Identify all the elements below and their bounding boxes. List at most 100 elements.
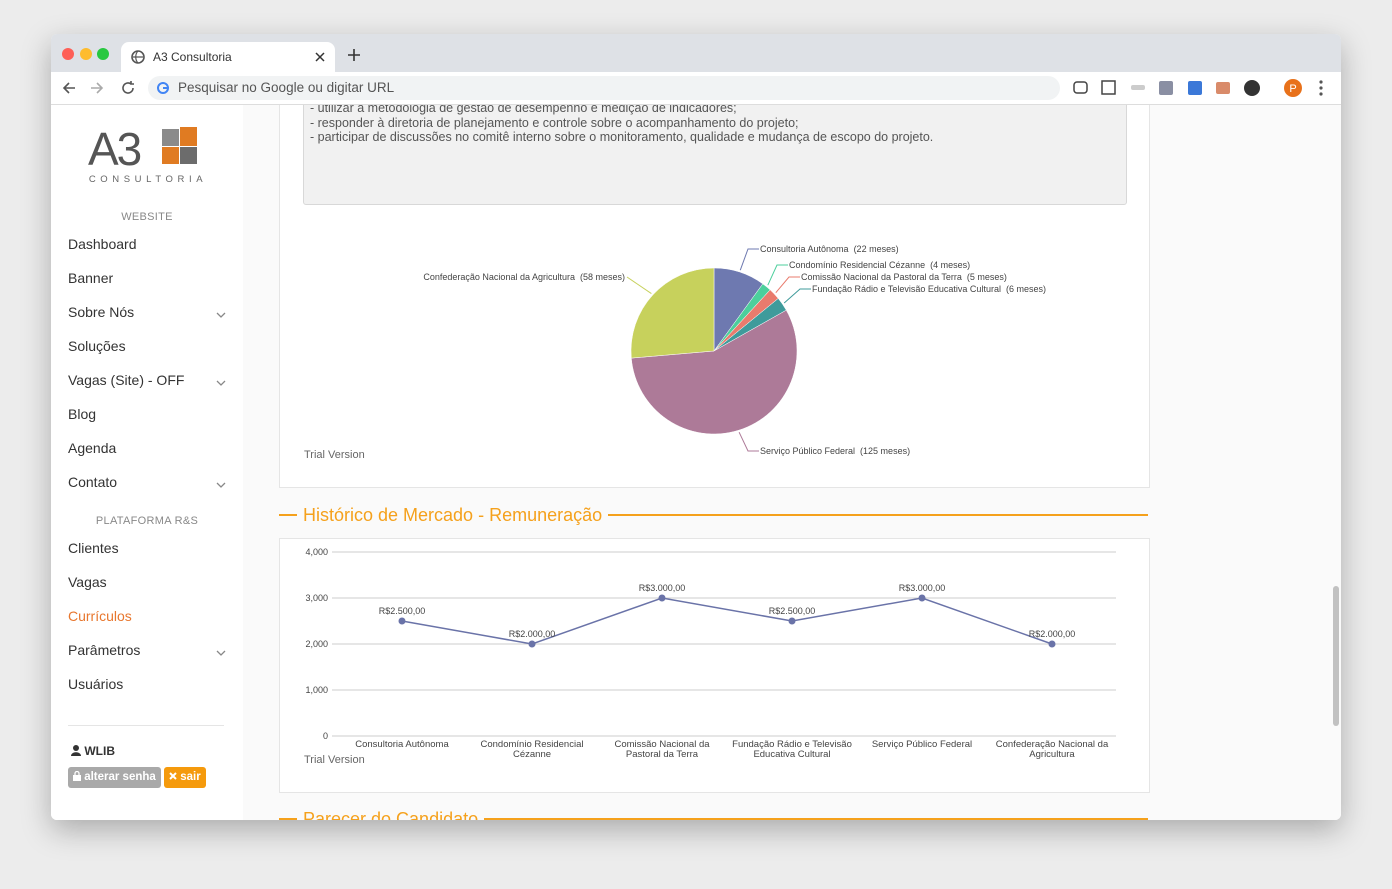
data-point [918, 594, 926, 602]
heading-rule [484, 818, 1148, 820]
screenshot-icon[interactable] [1101, 80, 1116, 95]
menu-item[interactable]: Blog [68, 406, 97, 422]
data-label: R$3.000,00 [899, 583, 946, 593]
textarea-line: - participar de discussões no comitê int… [310, 130, 934, 144]
value-label: (4 meses) [930, 260, 970, 270]
extension-icons: P [1073, 79, 1323, 97]
window-controls [62, 48, 109, 60]
change-password-button[interactable]: alterar senha [68, 767, 161, 788]
heading-rule [608, 514, 1148, 516]
chevron [216, 380, 226, 386]
menu-item[interactable]: Agenda [68, 440, 117, 456]
maximize-button[interactable] [97, 48, 109, 60]
menu-item[interactable]: Dashboard [68, 236, 137, 252]
pocket-icon[interactable] [1073, 81, 1088, 94]
lock-icon [73, 770, 81, 781]
logout-button[interactable]: sair [164, 767, 206, 788]
minimize-button[interactable] [80, 48, 92, 60]
category-name: Serviço Público Federal [760, 446, 855, 456]
menu-section-title: PLATAFORMA R&S [95, 515, 199, 527]
close-button[interactable] [62, 48, 74, 60]
tab[interactable]: A3 Consultoria [121, 42, 335, 72]
value-label: (58 meses) [580, 272, 625, 282]
value-label: (125 meses) [860, 446, 910, 456]
forward-button[interactable] [91, 82, 104, 94]
pie-label: Fundação Rádio e Televisão Educativa Cul… [812, 284, 1046, 294]
ext-icon[interactable] [1188, 81, 1202, 95]
menu-item[interactable]: Clientes [68, 540, 119, 556]
ext-icon[interactable] [1159, 81, 1173, 95]
charts: Consultoria Autônoma (22 meses) Condomínio… [305, 244, 1116, 741]
data-label: R$3.000,00 [639, 583, 686, 593]
back-button[interactable] [62, 82, 75, 94]
textarea[interactable]: - identificar desvios quanto ao planejad… [303, 105, 1127, 205]
logo-mark: A3 [88, 123, 141, 175]
ext-icon[interactable] [1131, 85, 1145, 90]
category-name: Confederação Nacional da Agricultura [423, 272, 575, 282]
category-name: Comissão Nacional da Pastoral da Terra [801, 272, 962, 282]
tab-title: A3 Consultoria [153, 50, 232, 64]
menu-item[interactable]: Soluções [68, 338, 126, 354]
menu-button[interactable] [1319, 80, 1323, 96]
menu-item[interactable]: Sobre Nós [68, 304, 135, 320]
menu-item[interactable]: Contato [68, 474, 118, 490]
chevron-path [216, 380, 226, 386]
data-label: R$2.000,00 [509, 629, 556, 639]
data-label: R$2.500,00 [769, 606, 816, 616]
chevron [216, 482, 226, 488]
ext-icon[interactable] [1216, 82, 1230, 94]
heading-rule [279, 818, 297, 820]
menu-item[interactable]: Parâmetros [68, 642, 141, 658]
x-tick-label: Comissão Nacional da Pastoral da Terra [614, 739, 710, 760]
tab-close[interactable] [315, 52, 325, 62]
pie-label: Comissão Nacional da Pastoral da Terra (5… [801, 272, 1007, 282]
data-label: R$2.500,00 [379, 606, 426, 616]
content-canvas: - identificar desvios quanto ao planejad… [243, 105, 1341, 820]
y-tick-label: 2,000 [305, 639, 328, 649]
menu-item[interactable]: Banner [68, 270, 114, 286]
data-point [1048, 640, 1056, 648]
menu-section-title: WEBSITE [121, 211, 173, 223]
tab-favicon [131, 50, 145, 64]
scrollbar-thumb[interactable] [1333, 586, 1339, 726]
leader-line [626, 276, 652, 294]
category-name: Fundação Rádio e Televisão Educativa Cul… [812, 284, 1001, 294]
x-tick-label: Condomínio Residencial Cézanne [480, 739, 584, 760]
value-label: (6 meses) [1006, 284, 1046, 294]
ext-icon[interactable] [1244, 80, 1260, 96]
textarea-line: - utilizar a metodologia de gestão de de… [310, 105, 737, 115]
line-series [401, 597, 1053, 645]
sidebar: A3 CONSULTORIA WEBSITE Dashboard Banner Sob… [51, 105, 243, 820]
pie-slice [631, 309, 798, 435]
y-tick-label: 3,000 [305, 593, 328, 603]
button-label: sair [180, 771, 201, 783]
leader-line [767, 264, 788, 286]
google-icon [157, 82, 169, 94]
tab-bar: A3 Consultoria [51, 34, 1341, 72]
profile-avatar[interactable] [1284, 79, 1302, 97]
leader-line [739, 248, 759, 271]
data-point [398, 617, 406, 625]
menu-item[interactable]: Usuários [68, 676, 124, 692]
pie-slice [630, 267, 715, 359]
close-icon [169, 772, 177, 780]
menu-item[interactable]: Currículos [68, 608, 132, 624]
reload-button[interactable] [122, 81, 134, 94]
leader-line [775, 276, 800, 293]
divider [68, 725, 224, 726]
menu-item[interactable]: Vagas [68, 574, 107, 590]
nav-buttons [62, 81, 134, 94]
address-bar[interactable]: Pesquisar no Google ou digitar URL [148, 76, 1060, 100]
watermark: Trial Version [304, 754, 365, 766]
section-title: Parecer do Candidato [303, 808, 479, 821]
profile-initial: P [1289, 83, 1296, 95]
x-tick-label: Confederação Nacional da Agricultura [995, 739, 1109, 760]
logo: A3 CONSULTORIA [88, 123, 203, 185]
data-point [788, 617, 796, 625]
category-name: Condomínio Residencial Cézanne [789, 260, 925, 270]
menu-item[interactable]: Vagas (Site) - OFF [68, 372, 185, 388]
new-tab[interactable] [347, 48, 361, 62]
leader-line [738, 431, 759, 452]
line-panel [279, 538, 1150, 793]
pie-label: Consultoria Autônoma (22 meses) [760, 244, 899, 254]
